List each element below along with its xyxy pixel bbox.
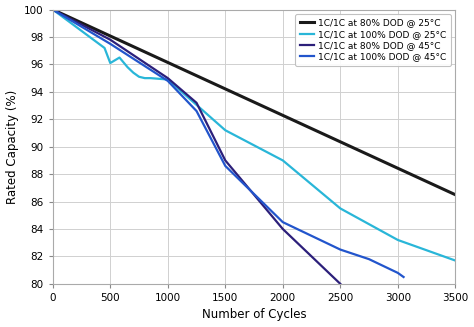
Line: 1C/1C at 100% DOD @ 25°C: 1C/1C at 100% DOD @ 25°C: [53, 9, 456, 261]
1C/1C at 100% DOD @ 45°C: [222, 164, 228, 168]
1C/1C at 100% DOD @ 25°C: [117, 56, 122, 60]
1C/1C at 100% DOD @ 45°C: [366, 257, 372, 261]
1C/1C at 100% DOD @ 25°C: [130, 71, 136, 75]
1C/1C at 100% DOD @ 25°C: [165, 77, 171, 81]
1C/1C at 100% DOD @ 25°C: [125, 65, 130, 69]
1C/1C at 100% DOD @ 45°C: [395, 271, 401, 275]
1C/1C at 100% DOD @ 25°C: [395, 238, 401, 242]
1C/1C at 100% DOD @ 45°C: [280, 220, 286, 224]
X-axis label: Number of Cycles: Number of Cycles: [202, 308, 306, 321]
1C/1C at 100% DOD @ 25°C: [222, 128, 228, 132]
1C/1C at 80% DOD @ 45°C: [194, 101, 200, 105]
Y-axis label: Rated Capacity (%): Rated Capacity (%): [6, 90, 18, 204]
1C/1C at 100% DOD @ 25°C: [148, 76, 154, 80]
Line: 1C/1C at 80% DOD @ 45°C: 1C/1C at 80% DOD @ 45°C: [53, 9, 340, 284]
1C/1C at 100% DOD @ 25°C: [337, 206, 343, 210]
1C/1C at 80% DOD @ 45°C: [222, 159, 228, 163]
1C/1C at 100% DOD @ 25°C: [142, 76, 147, 80]
1C/1C at 100% DOD @ 45°C: [165, 79, 171, 83]
1C/1C at 100% DOD @ 45°C: [401, 275, 406, 279]
1C/1C at 100% DOD @ 25°C: [50, 8, 55, 11]
Line: 1C/1C at 100% DOD @ 45°C: 1C/1C at 100% DOD @ 45°C: [53, 9, 403, 277]
1C/1C at 100% DOD @ 45°C: [194, 109, 200, 113]
1C/1C at 100% DOD @ 25°C: [453, 259, 458, 263]
Legend: 1C/1C at 80% DOD @ 25°C, 1C/1C at 100% DOD @ 25°C, 1C/1C at 80% DOD @ 45°C, 1C/1: 1C/1C at 80% DOD @ 25°C, 1C/1C at 100% D…: [295, 14, 451, 66]
1C/1C at 80% DOD @ 45°C: [165, 76, 171, 80]
1C/1C at 100% DOD @ 45°C: [337, 248, 343, 251]
1C/1C at 100% DOD @ 25°C: [108, 61, 113, 65]
1C/1C at 100% DOD @ 45°C: [108, 42, 113, 46]
1C/1C at 100% DOD @ 25°C: [280, 159, 286, 163]
1C/1C at 100% DOD @ 45°C: [50, 8, 55, 11]
1C/1C at 80% DOD @ 45°C: [280, 227, 286, 231]
1C/1C at 80% DOD @ 45°C: [50, 8, 55, 11]
1C/1C at 80% DOD @ 45°C: [337, 282, 343, 286]
1C/1C at 100% DOD @ 25°C: [102, 46, 108, 50]
1C/1C at 80% DOD @ 45°C: [108, 38, 113, 42]
1C/1C at 100% DOD @ 25°C: [136, 75, 142, 79]
